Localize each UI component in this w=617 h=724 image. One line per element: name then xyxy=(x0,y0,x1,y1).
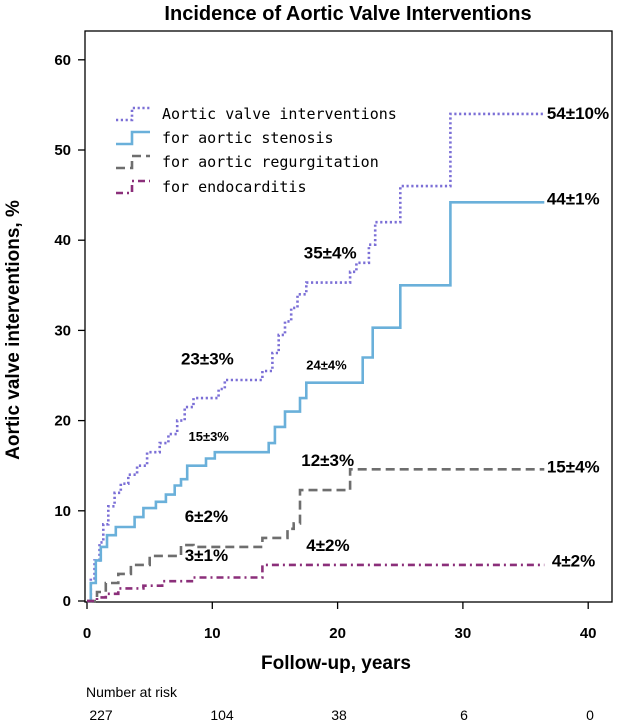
data-label: 35±4% xyxy=(304,244,357,263)
x-tick-label: 20 xyxy=(329,625,346,642)
data-label: 3±1% xyxy=(185,546,228,565)
y-tick-label: 10 xyxy=(54,503,71,520)
axes: 0 10 20 30 40 0 10 20 30 40 50 60 xyxy=(54,52,596,642)
legend-entry: for aortic regurgitation xyxy=(162,153,379,171)
data-label: 12±3% xyxy=(301,451,354,470)
x-tick-label: 30 xyxy=(455,625,472,642)
annotations: 54±10% 44±1% 35±4% 23±3% 24±4% 15±3% 12±3% 15±4… xyxy=(181,104,609,570)
data-label: 24±4% xyxy=(306,358,347,373)
risk-table-values: 227 104 38 6 0 xyxy=(89,707,594,723)
legend-entry: Aortic valve interventions xyxy=(162,105,397,123)
data-label: 44±1% xyxy=(547,190,600,209)
risk-table-label: Number at risk xyxy=(86,684,178,700)
data-label: 15±3% xyxy=(188,429,229,444)
y-tick-label: 60 xyxy=(54,52,71,69)
y-tick-label: 30 xyxy=(54,322,71,339)
legend-entry: for aortic stenosis xyxy=(162,129,334,147)
data-label: 54±10% xyxy=(547,104,609,123)
data-label: 4±2% xyxy=(552,551,595,570)
legend-swatch xyxy=(116,106,150,122)
y-tick-label: 40 xyxy=(54,232,71,249)
risk-value: 6 xyxy=(460,707,468,723)
legend-swatch xyxy=(116,154,150,170)
risk-value: 104 xyxy=(210,707,234,723)
risk-value: 227 xyxy=(89,707,113,723)
x-tick-label: 40 xyxy=(580,625,597,642)
y-tick-label: 20 xyxy=(54,413,71,430)
legend-entry: for endocarditis xyxy=(162,178,307,196)
series-line-3 xyxy=(87,468,545,603)
legend: Aortic valve interventions for aortic ste… xyxy=(116,105,397,196)
y-tick-label: 50 xyxy=(54,142,71,159)
risk-value: 38 xyxy=(331,707,347,723)
x-axis-label: Follow-up, years xyxy=(261,653,411,674)
data-label: 23±3% xyxy=(181,349,234,368)
data-label: 4±2% xyxy=(306,536,349,555)
x-tick-label: 0 xyxy=(83,625,91,642)
data-label: 6±2% xyxy=(185,507,228,526)
x-tick-label: 10 xyxy=(204,625,221,642)
series-layer xyxy=(87,112,545,603)
legend-swatch xyxy=(116,179,150,195)
data-label: 15±4% xyxy=(547,458,600,477)
series-line-4 xyxy=(87,563,545,603)
y-axis-label: Aortic valve interventions, % xyxy=(3,200,24,460)
chart-title: Incidence of Aortic Valve Interventions xyxy=(164,3,531,25)
y-tick-label: 0 xyxy=(63,593,71,610)
risk-value: 0 xyxy=(586,707,594,723)
legend-swatch xyxy=(116,130,150,146)
series-line-1 xyxy=(87,112,545,603)
plot-frame xyxy=(84,30,613,603)
series-line-2 xyxy=(87,201,545,603)
